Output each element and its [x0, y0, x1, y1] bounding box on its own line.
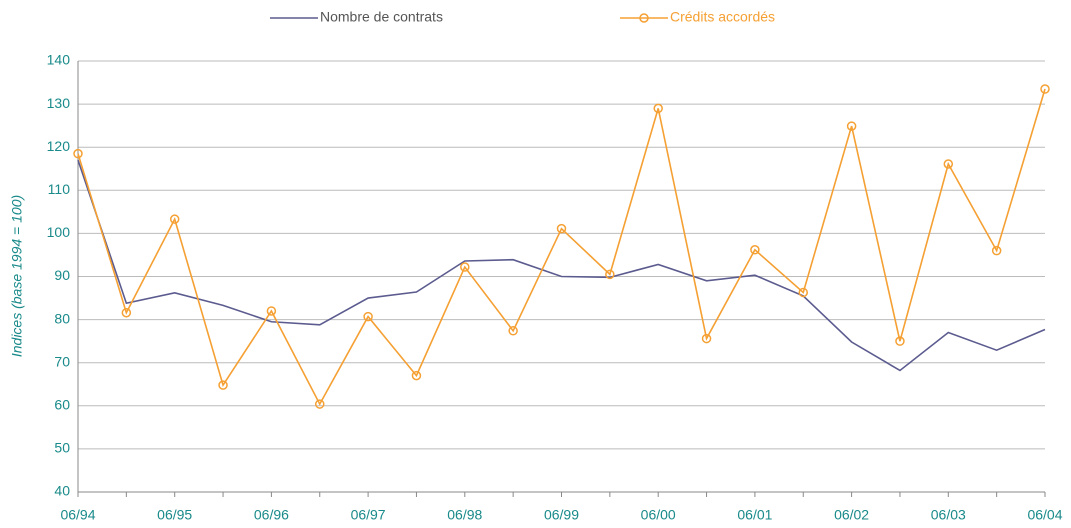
point	[73, 148, 83, 159]
point	[991, 245, 1002, 256]
x-tick-label: 06/01	[737, 507, 772, 523]
point	[750, 245, 760, 255]
point	[266, 306, 277, 316]
x-tick-label: 06/03	[931, 507, 966, 523]
point	[218, 380, 228, 390]
point	[315, 399, 325, 409]
point	[460, 262, 470, 272]
point	[895, 336, 905, 346]
x-tick-label: 06/04	[1027, 507, 1062, 523]
point	[556, 223, 567, 234]
y-tick-label: 50	[54, 440, 70, 456]
point	[411, 370, 422, 381]
point	[1040, 84, 1050, 94]
y-tick-label: 130	[47, 95, 71, 111]
y-tick-label: 110	[48, 181, 71, 197]
y-tick-label: 40	[54, 483, 70, 499]
x-tick-label: 06/99	[544, 507, 579, 523]
x-tick-label: 06/94	[60, 507, 95, 523]
y-tick-label: 120	[47, 138, 71, 154]
y-axis-label: Indices (base 1994 = 100)	[9, 195, 25, 357]
x-tick-label: 06/02	[834, 507, 869, 523]
point	[605, 269, 615, 280]
point	[363, 311, 373, 322]
point	[798, 287, 808, 298]
y-tick-label: 90	[54, 267, 70, 283]
y-tick-label: 100	[47, 224, 71, 240]
point	[121, 307, 132, 318]
legend-marker	[639, 13, 649, 23]
legend-label: Nombre de contrats	[320, 9, 443, 25]
x-tick-label: 06/98	[447, 507, 482, 523]
x-tick-label: 06/00	[641, 507, 676, 523]
x-tick-label: 06/95	[157, 507, 192, 523]
x-tick-label: 06/96	[254, 507, 289, 523]
point	[169, 214, 180, 224]
series-line	[77, 88, 1046, 406]
series-line	[77, 159, 1046, 372]
point	[508, 326, 518, 336]
point	[846, 121, 857, 131]
y-tick-label: 70	[54, 353, 70, 369]
y-tick-label: 80	[54, 310, 70, 326]
y-tick-label: 60	[54, 397, 70, 413]
y-tick-label: 140	[47, 52, 71, 68]
point	[943, 159, 954, 169]
point	[653, 103, 663, 114]
legend-label: Crédits accordés	[670, 9, 775, 25]
point	[701, 333, 712, 344]
x-tick-label: 06/97	[351, 507, 386, 523]
